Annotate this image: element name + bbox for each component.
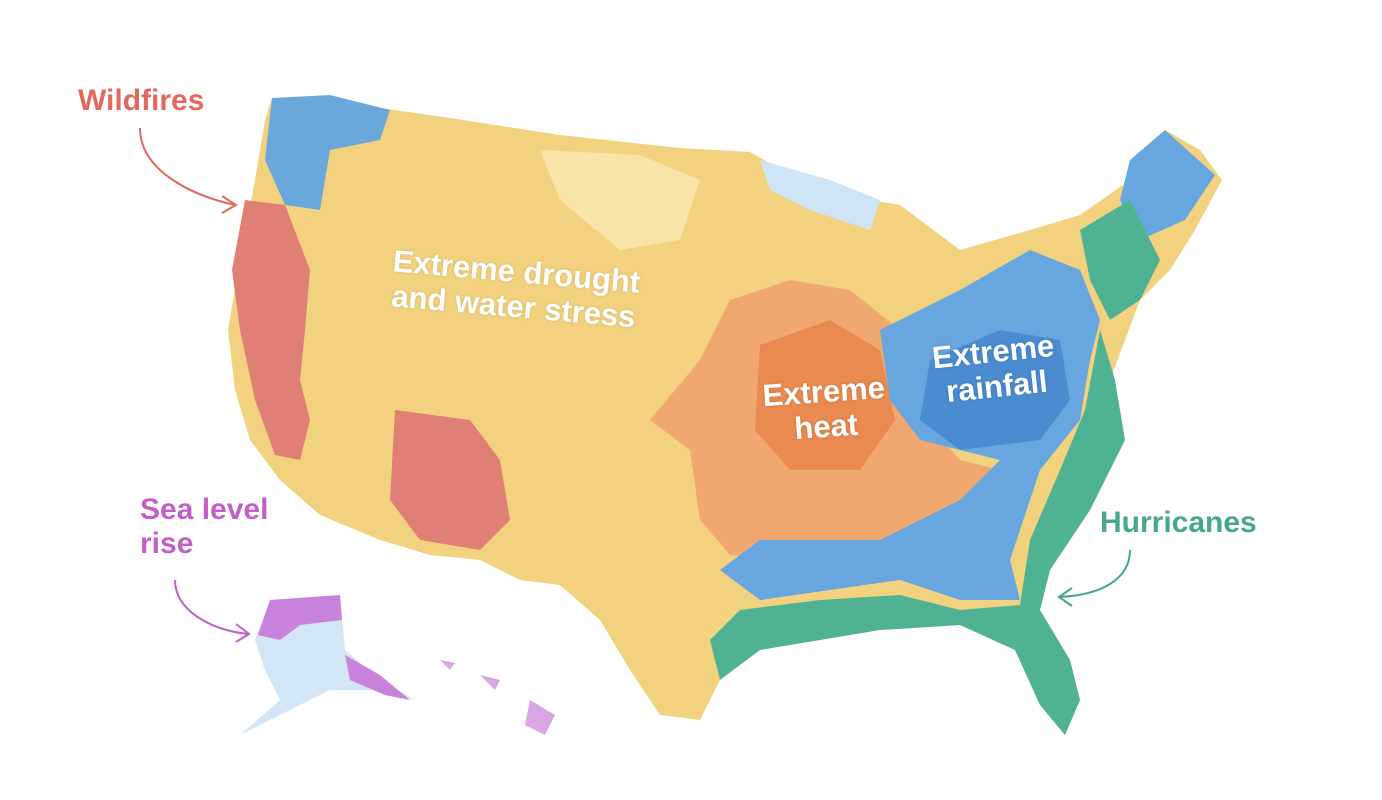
label-hurricanes: Hurricanes xyxy=(1100,506,1257,539)
label-heat: Extreme heat xyxy=(761,369,886,446)
region-lakes xyxy=(760,160,880,230)
region-hurricanes-ne xyxy=(1080,200,1160,320)
region-drought-light xyxy=(540,150,700,250)
label-wildfires: Wildfires xyxy=(78,84,205,117)
region-wildfire-ca xyxy=(232,200,310,460)
arrow-wildfires xyxy=(139,127,238,214)
region-blue-nw xyxy=(265,95,390,210)
region-wildfire-sw xyxy=(390,410,510,550)
alaska-coast xyxy=(258,595,342,640)
arrow-sea-level xyxy=(174,579,251,643)
label-sea-level-rise: Sea level rise xyxy=(140,493,269,560)
region-rainfall-dark xyxy=(920,330,1070,450)
region-hurricanes xyxy=(710,330,1125,735)
alaska-se xyxy=(345,655,410,700)
region-rainfall-ne xyxy=(1120,130,1215,240)
arrow-hurricanes xyxy=(1057,549,1131,607)
region-heat-core xyxy=(755,320,895,470)
hawaii xyxy=(440,660,555,735)
